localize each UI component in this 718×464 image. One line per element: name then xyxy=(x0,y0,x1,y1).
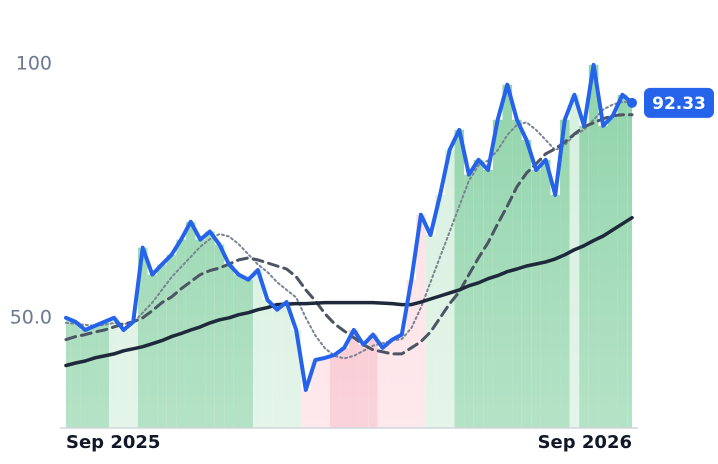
series-line xyxy=(65,101,633,360)
series-line xyxy=(64,215,634,368)
line-layer xyxy=(64,62,637,392)
x-tick-label: Sep 2025 xyxy=(66,432,160,453)
value-badge xyxy=(644,87,714,118)
series-line xyxy=(64,62,634,392)
area-fade xyxy=(66,40,632,428)
y-tick-label: 100 xyxy=(16,52,52,74)
value-badge-label: 92.33 xyxy=(652,94,706,114)
last-value-dot xyxy=(627,97,637,108)
x-tick-label: Sep 2026 xyxy=(538,432,632,453)
label-layer: 50.0 100 Sep 2025 Sep 2026 92.33 xyxy=(10,52,714,453)
series-line xyxy=(64,113,634,356)
y-tick-label: 50.0 xyxy=(10,306,52,328)
